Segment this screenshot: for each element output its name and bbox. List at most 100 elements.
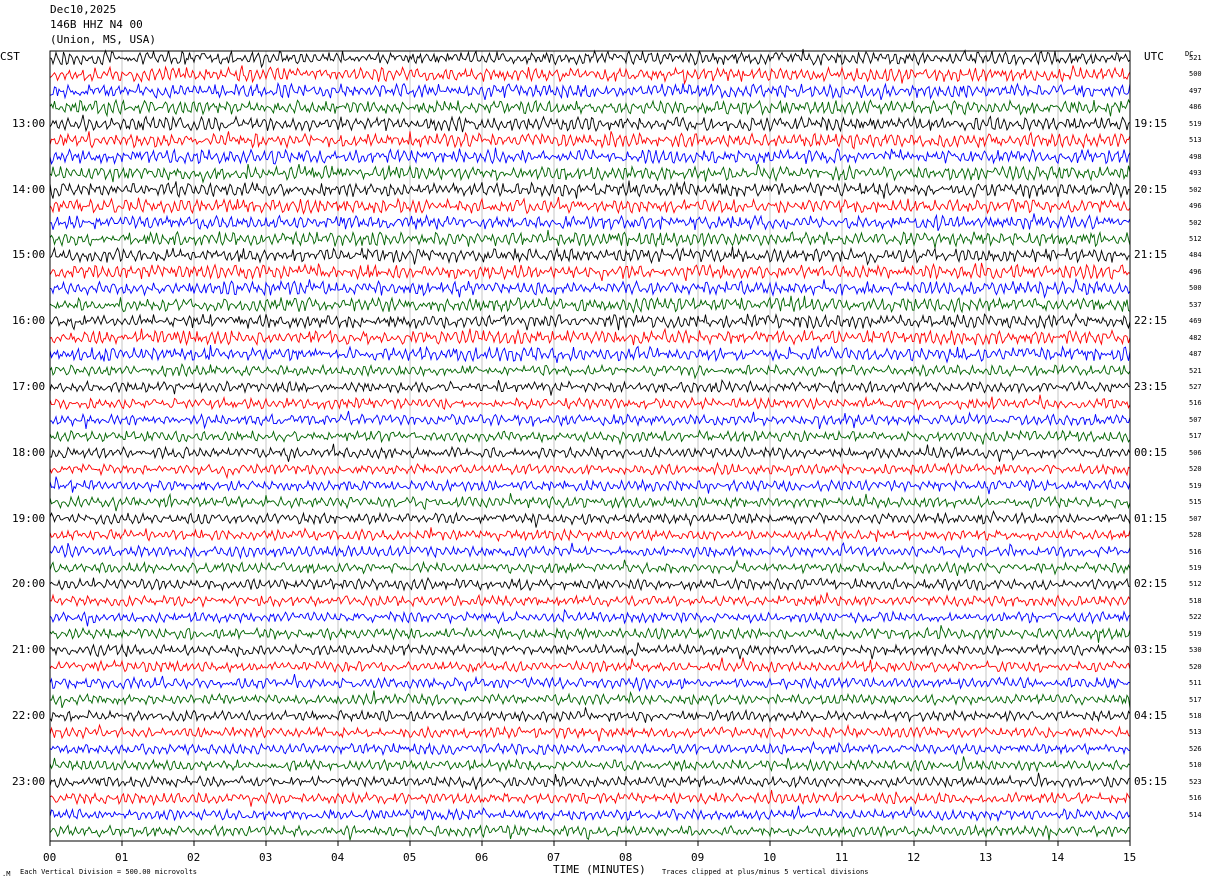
- trace-row-16: [49, 312, 1131, 331]
- x-tick-label: 13: [979, 851, 993, 864]
- trace-row-0: [49, 48, 1131, 69]
- dc-offset-label: 517: [1189, 695, 1202, 704]
- x-tick-label: 12: [907, 851, 921, 864]
- dc-offset-label: 497: [1189, 86, 1202, 95]
- dc-offset-label: 519: [1189, 563, 1202, 572]
- trace-row-1: [49, 65, 1131, 86]
- dc-offset-label: 500: [1189, 70, 1202, 79]
- trace-row-46: [49, 805, 1131, 823]
- x-tick-label: 06: [475, 851, 489, 864]
- trace-row-10: [49, 213, 1131, 231]
- dc-offset-label: 493: [1189, 169, 1202, 178]
- dc-offset-label: 512: [1189, 580, 1202, 589]
- trace-row-43: [49, 756, 1131, 773]
- right-hour-label: 02:15: [1134, 577, 1168, 591]
- dc-offset-label: 469: [1189, 317, 1202, 326]
- dc-offset-label: 513: [1189, 136, 1202, 145]
- dc-offset-label: 498: [1189, 152, 1202, 161]
- dc-offset-label: 502: [1189, 218, 1202, 227]
- dc-offset-label: 523: [1189, 777, 1202, 786]
- chart-location: (Union, MS, USA): [50, 33, 156, 46]
- x-tick-label: 04: [331, 851, 345, 864]
- dc-offset-label: 522: [1189, 613, 1202, 622]
- dc-offset-label: 515: [1189, 498, 1202, 507]
- trace-row-22: [49, 410, 1131, 430]
- trace-row-35: [49, 625, 1131, 643]
- trace-row-19: [49, 362, 1131, 380]
- left-hour-label: 14:00: [12, 182, 46, 196]
- trace-row-41: [49, 723, 1131, 742]
- trace-row-13: [49, 262, 1131, 282]
- right-hour-label: 20:15: [1134, 182, 1168, 196]
- trace-row-9: [49, 196, 1131, 215]
- dc-offset-label: 510: [1189, 761, 1202, 770]
- trace-row-18: [49, 345, 1131, 364]
- trace-row-25: [49, 461, 1131, 480]
- right-hour-label: 03:15: [1134, 643, 1168, 657]
- x-tick-label: 00: [43, 851, 57, 864]
- trace-row-28: [49, 509, 1131, 528]
- left-hour-label: 23:00: [12, 774, 46, 788]
- left-hour-label: 17:00: [12, 380, 46, 393]
- trace-layer: [49, 48, 1131, 841]
- footer-scale-note: Each Vertical Division = 500.00 microvol…: [20, 868, 198, 876]
- right-hour-label: 00:15: [1134, 445, 1168, 459]
- left-hour-label: 16:00: [12, 314, 46, 328]
- dc-offset-label: 530: [1189, 646, 1202, 655]
- footer-marker: .M: [2, 870, 11, 878]
- trace-row-2: [49, 81, 1131, 101]
- dc-offset-label: 521: [1189, 54, 1202, 62]
- right-hour-label: 01:15: [1134, 511, 1168, 525]
- right-hour-label: 04:15: [1134, 709, 1168, 722]
- dc-offset-label: 507: [1189, 415, 1202, 424]
- right-timezone-label: UTC: [1144, 50, 1164, 63]
- dc-offset-label: 496: [1189, 202, 1202, 211]
- trace-row-3: [49, 98, 1131, 118]
- dc-offset-label: 507: [1189, 514, 1202, 523]
- left-hour-label: 15:00: [12, 248, 46, 262]
- dc-offset-label: 527: [1189, 383, 1202, 391]
- trace-row-33: [49, 592, 1131, 608]
- trace-row-7: [49, 163, 1131, 184]
- x-tick-label: 03: [259, 851, 273, 864]
- dc-offset-label: 516: [1189, 794, 1202, 803]
- x-tick-label: 10: [763, 851, 777, 864]
- trace-row-4: [49, 114, 1131, 133]
- dc-offset-label: 517: [1189, 432, 1202, 441]
- trace-row-34: [49, 608, 1131, 627]
- trace-row-47: [49, 823, 1131, 841]
- x-tick-label: 11: [835, 851, 849, 864]
- left-hour-label: 20:00: [12, 577, 46, 591]
- dc-offset-label: 520: [1189, 465, 1202, 474]
- plot-frame: [49, 50, 1131, 842]
- dc-offset-label: 518: [1189, 596, 1202, 605]
- chart-station: 146B HHZ N4 00: [50, 18, 143, 31]
- grid-layer: [121, 51, 1059, 841]
- trace-row-12: [49, 246, 1130, 266]
- dc-offset-label: 519: [1189, 629, 1202, 638]
- dc-offset-label: 496: [1189, 267, 1202, 276]
- x-tick-label: 15: [1123, 851, 1137, 864]
- x-tick-label: 09: [691, 851, 705, 864]
- dc-offset-label: 500: [1189, 284, 1202, 293]
- dc-offset-label: 516: [1189, 547, 1202, 556]
- trace-row-29: [49, 527, 1131, 543]
- dc-offset-label: 520: [1189, 662, 1202, 671]
- right-hour-label: 05:15: [1134, 774, 1168, 788]
- trace-row-39: [49, 690, 1131, 709]
- dc-offset-label: 512: [1189, 234, 1202, 243]
- trace-row-5: [49, 131, 1131, 150]
- trace-row-6: [49, 147, 1131, 166]
- trace-row-42: [49, 740, 1131, 756]
- dc-offset-label: 502: [1189, 185, 1202, 194]
- trace-row-36: [49, 642, 1131, 660]
- x-tick-label: 05: [403, 851, 417, 864]
- x-tick-label: 14: [1051, 851, 1065, 864]
- trace-row-37: [49, 657, 1131, 674]
- trace-row-20: [49, 379, 1131, 396]
- trace-row-11: [49, 229, 1131, 248]
- left-hour-label: 19:00: [12, 511, 46, 525]
- x-tick-label: 08: [619, 851, 633, 864]
- trace-row-44: [49, 772, 1131, 790]
